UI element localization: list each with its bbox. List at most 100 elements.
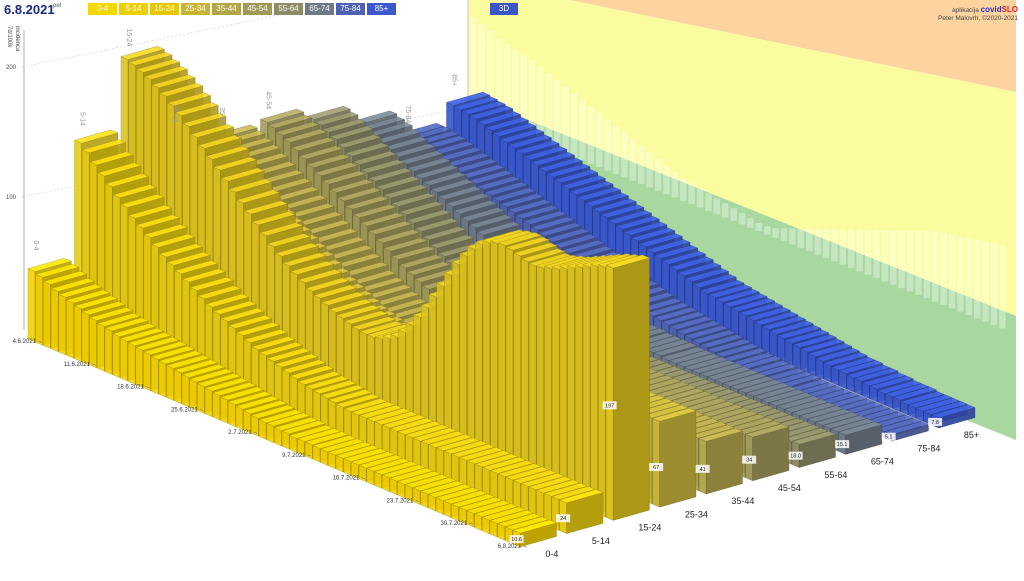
bar-top [715,288,760,303]
wall-bar [705,193,712,211]
bar-top [243,200,289,215]
bar-top [599,204,645,219]
legend-chip-35-44[interactable]: 35-44 [212,3,241,15]
bar-front [166,365,174,401]
bar-top [445,91,491,106]
bar-front [73,305,82,362]
bar-front [544,265,552,495]
wall-bar [503,43,511,131]
bar-top [375,229,420,244]
bar-front [104,327,113,375]
y-tick-label: 200 [6,65,17,71]
bar-top [491,187,537,202]
bar-top [458,447,504,461]
bar-top [676,262,722,277]
wall-bar [999,245,1006,329]
bar-top [383,184,428,199]
bar-top [468,105,514,120]
bar-top [499,128,545,143]
bar-top [274,353,319,368]
bar-front [35,274,43,346]
series-side-label: 15-24 [125,28,132,46]
legend-chip-65-74[interactable]: 65-74 [305,3,334,15]
age-axis-label: 65-74 [871,457,894,467]
bar-top [530,216,575,231]
bar-top [235,322,281,336]
bar-front [58,294,67,356]
legend-chip-0-4[interactable]: 0-4 [88,3,117,15]
bar-top [414,217,459,232]
wall-bar [486,30,494,124]
bar-top [360,159,405,174]
bar-top [328,298,373,313]
wall-bar [738,213,746,225]
bar-top [258,342,304,356]
bar-top [228,178,273,193]
bar-top [630,227,676,242]
legend-chip-45-54[interactable]: 45-54 [243,3,272,15]
bar-top [374,411,419,426]
bar-top [615,215,660,230]
brand-slo[interactable]: SLO [1001,5,1018,14]
band-yellow [468,0,1016,316]
bar-top [638,233,683,248]
data-label: 10.6 [511,537,522,543]
bar-top [351,401,396,416]
bar-top [81,139,127,154]
bar-top [437,186,483,200]
bar-top [429,178,475,193]
bar-top [869,375,914,390]
bar-front [521,258,529,485]
view-3d-button[interactable]: 3D [490,3,518,15]
legend-chip-55-64[interactable]: 55-64 [274,3,303,15]
bar-top [507,134,553,149]
wall-bar [948,234,956,309]
bar-top [466,450,512,465]
bar-top [807,408,852,423]
date-tick-label: 30.7.2021 [440,521,467,527]
bar-top [406,261,451,276]
date-tick-label: 16.7.2021 [333,476,360,482]
bar-top [420,430,465,445]
wall-bar [470,17,477,117]
legend-chip-5-14[interactable]: 5-14 [119,3,148,15]
bar-top [181,268,227,283]
legend-chip-75-84[interactable]: 75-84 [336,3,365,15]
age-axis-label: 75-84 [917,443,940,453]
bar-top [358,404,404,419]
bar-front [235,405,244,431]
bar-top [499,193,545,208]
bar-top [427,483,473,498]
bar-top [484,181,529,196]
date-tick-label: 4.6.2021 [13,339,37,345]
bar-top [406,157,452,172]
bar-top [104,173,150,188]
bar-top [412,477,457,492]
legend-chip-85+[interactable]: 85+ [367,3,396,15]
wall-bar [604,119,611,171]
wall-bar [579,99,586,161]
brand-covid[interactable]: covid [980,5,1002,14]
bar-top [429,234,475,249]
bar-top [435,437,481,452]
wall-bar [780,228,788,242]
series-0-4 [27,258,558,548]
bar-front [81,311,90,366]
bar-top [445,193,490,207]
bar-front [505,246,514,479]
bar-top [367,220,413,235]
legend-chip-15-24[interactable]: 15-24 [150,3,179,15]
bar-top [815,347,861,362]
bar-top [753,311,799,326]
wall-bar [890,230,897,285]
data-label: 41 [700,467,706,473]
legend-chip-25-34[interactable]: 25-34 [181,3,210,15]
bar-front [590,263,598,515]
bar-top [250,404,296,419]
bar-top [174,102,219,116]
bar-top [327,389,373,403]
bar-front [552,266,560,498]
date-tick-label: 2.7.2021 [228,430,252,436]
series-side-label: 75-84 [404,105,411,123]
series-5-14 [73,129,604,534]
